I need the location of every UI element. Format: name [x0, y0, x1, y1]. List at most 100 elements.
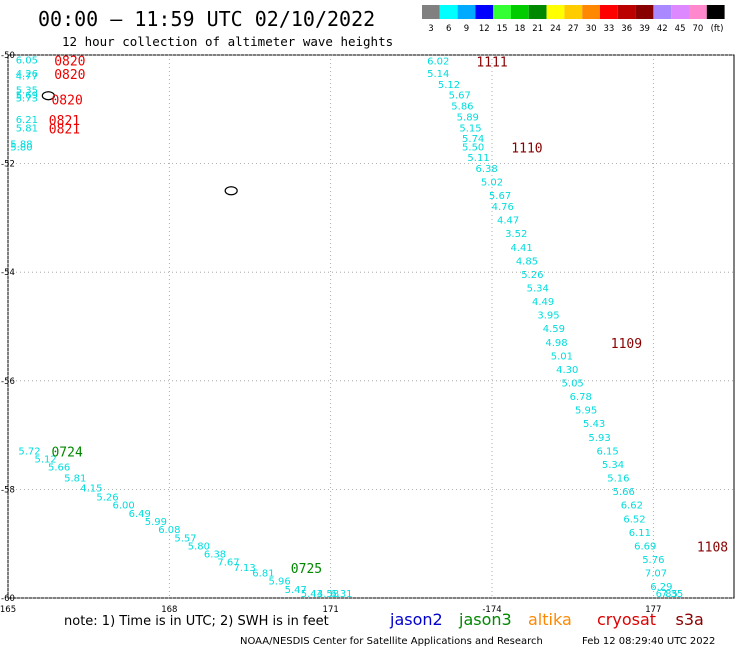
legend-label: 15	[497, 24, 508, 34]
swh-value: 4.41	[510, 243, 532, 254]
legend-label: 9	[464, 24, 469, 34]
swh-value: 5.88	[10, 140, 32, 151]
swh-value: 6.81	[252, 569, 274, 580]
legend-swatch	[671, 5, 689, 19]
satellite-jason2: jason2	[389, 610, 443, 629]
x-axis-ticks: 165 168 171 -174 177	[0, 605, 661, 615]
swh-value: 5.01	[551, 351, 573, 362]
swh-value: 6.38	[475, 164, 497, 175]
swh-value: 5.66	[613, 487, 635, 498]
swh-value: 7.13	[233, 563, 255, 574]
legend-label: 21	[532, 24, 543, 34]
satellite-altika: altika	[528, 610, 572, 629]
pass-time-label: 0724	[51, 445, 82, 460]
legend-swatch	[422, 5, 440, 19]
land-outlines	[41, 91, 238, 196]
swh-value: 5.12	[438, 80, 460, 91]
swh-value: 5.43	[583, 419, 605, 430]
swh-value: 4.58	[317, 589, 339, 600]
swh-value: 6.62	[621, 501, 643, 512]
pass-time-label: 1109	[611, 337, 642, 352]
legend-swatch	[617, 5, 636, 19]
legend-label: 27	[568, 24, 579, 34]
legend-swatch	[493, 5, 511, 19]
legend-label: 30	[586, 24, 597, 34]
swh-value: 5.05	[562, 379, 584, 390]
x-tick-label: 171	[323, 605, 339, 615]
swh-value: 5.99	[145, 517, 167, 528]
y-tick-label: -60	[1, 594, 15, 604]
plot-area: 6.054.264.775.355.695.736.215.815.885.80…	[0, 51, 735, 615]
legend-swatch	[653, 5, 672, 19]
y-tick-label: -54	[1, 268, 15, 278]
swh-value: 6.49	[129, 509, 151, 520]
satellite-key: jason2 jason3 altika cryosat s3a	[389, 610, 704, 629]
legend-swatch	[600, 5, 618, 19]
swh-value: 3.95	[537, 311, 559, 322]
swh-value: 5.26	[521, 270, 543, 281]
x-tick-label: 165	[0, 605, 16, 615]
swh-value: 5.81	[64, 474, 86, 485]
swh-value: 4.26	[16, 69, 38, 80]
swh-value: 5.43	[301, 589, 323, 600]
swh-value: 5.74	[462, 134, 484, 145]
y-tick-label: -58	[1, 485, 15, 495]
auckland-islands	[41, 91, 55, 101]
swh-value: 5.89	[457, 112, 479, 123]
swh-value: 5.80	[10, 142, 32, 153]
swh-value: 5.67	[449, 91, 471, 102]
s3a-track-1: 6.025.145.125.675.865.895.155.745.505.11…	[427, 56, 728, 600]
y-tick-label: -52	[1, 160, 15, 170]
legend-swatch	[511, 5, 529, 19]
swh-value: 5.34	[602, 460, 624, 471]
pass-time-label: 0821	[49, 122, 80, 137]
pass-time-label: 0820	[54, 54, 85, 69]
legend-swatch	[582, 5, 600, 19]
swh-value: 5.11	[467, 153, 489, 164]
grid-lines	[7, 54, 734, 599]
chart-subtitle: 12 hour collection of altimeter wave hei…	[62, 34, 393, 49]
swh-value: 6.31	[330, 589, 352, 600]
swh-value: 4.47	[497, 216, 519, 227]
swh-value: 5.02	[481, 178, 503, 189]
swh-value: 6.15	[596, 446, 618, 457]
satellite-cryosat: cryosat	[597, 610, 656, 629]
swh-value: 4.49	[532, 297, 554, 308]
legend-swatch	[706, 5, 725, 19]
x-tick-label: -174	[482, 605, 501, 615]
legend-label: 70	[692, 24, 703, 34]
legend-label: 42	[657, 24, 668, 34]
legend-swatch	[635, 5, 654, 19]
swh-value: 6.85	[656, 589, 678, 600]
y-tick-label: -56	[1, 377, 15, 387]
y-axis-ticks: -50 -52 -54 -56 -58 -60	[1, 51, 15, 604]
swh-value: 5.96	[268, 577, 290, 588]
legend-label: 18	[514, 24, 525, 34]
swh-value: 5.34	[527, 283, 549, 294]
cryosat-track-1: 6.05 4.264.77 5.355.695.73 6.215.81 5.885.80…	[10, 54, 85, 153]
swh-value: 4.77	[16, 72, 38, 83]
swh-value: 5.35	[16, 85, 38, 96]
legend-swatch	[564, 5, 583, 19]
swh-value: 5.73	[16, 93, 38, 104]
pass-time-label: 1108	[697, 540, 728, 555]
jason3-track-1: 5.725.125.665.814.155.266.006.495.996.08…	[18, 445, 352, 600]
pass-time-label: 0821	[49, 114, 80, 129]
swh-value: 5.12	[35, 455, 57, 466]
legend-unit: (ft)	[711, 24, 724, 34]
swh-value: 5.47	[285, 585, 307, 596]
satellite-tracks: 6.054.264.775.355.695.736.215.815.885.80…	[10, 54, 728, 600]
legend-swatch	[457, 5, 476, 19]
swh-value: 5.72	[18, 446, 40, 457]
legend-swatch	[475, 5, 494, 19]
chart-title: 00:00 – 11:59 UTC 02/10/2022	[38, 7, 375, 31]
swh-value: 7.07	[645, 569, 667, 580]
satellite-s3a: s3a	[676, 610, 704, 629]
swh-value: 5.26	[96, 493, 118, 504]
x-tick-label: 168	[161, 605, 177, 615]
swh-value: 4.15	[80, 483, 102, 494]
swh-value: 6.38	[204, 550, 226, 561]
legend-swatch	[528, 5, 547, 19]
note-text: note: 1) Time is in UTC; 2) SWH is in fe…	[64, 614, 329, 629]
plot-frame	[7, 54, 735, 599]
